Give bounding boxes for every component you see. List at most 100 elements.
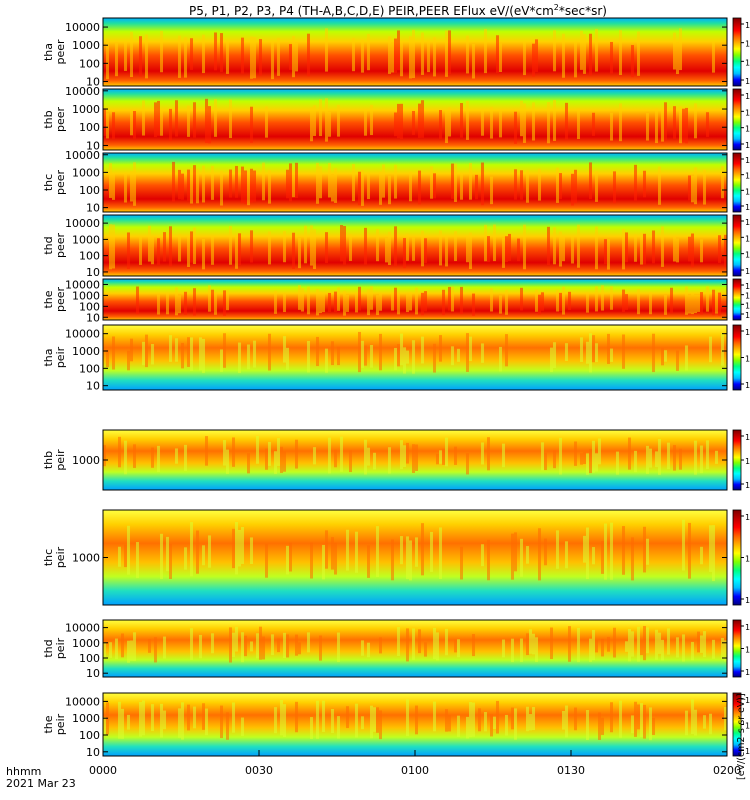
panel-label-probe: thc <box>42 549 55 566</box>
panel-frame <box>102 278 728 321</box>
panel-label-species: peir <box>54 546 67 568</box>
colorbar <box>732 152 742 213</box>
colorbar-tick-label: 102 <box>745 745 750 756</box>
panel-streaks <box>106 331 724 374</box>
colorbar-tick-label: 108 <box>745 216 750 227</box>
colorbar-unit-label: [eV/(cm2-s-sr-eV)] <box>736 693 747 780</box>
panel-label-probe: tha <box>42 348 55 366</box>
panel-label-species: peer <box>54 170 67 196</box>
time-axis: 0000 0030 0100 0130 0200 <box>89 750 741 777</box>
colorbar-tick-label: 104 <box>745 553 750 564</box>
colorbar <box>732 88 742 151</box>
panel-label-probe: thd <box>42 639 55 657</box>
colorbar-tick-label: 102 <box>745 139 750 150</box>
panel-streaks <box>109 161 724 206</box>
panel-frame <box>102 152 728 213</box>
colorbar <box>732 429 742 491</box>
colorbar-tick-label: 102 <box>745 666 750 677</box>
y-tick-label: 10000 <box>65 85 100 98</box>
panel-streaks <box>106 28 715 80</box>
y-tick-label: 100 <box>79 300 100 313</box>
colorbar-tick-label: 104 <box>745 299 750 310</box>
x-tick-label: 0130 <box>557 764 585 777</box>
y-tick-label: 10000 <box>65 278 100 291</box>
colorbar-tick-label: 106 <box>745 38 750 49</box>
y-tick-label: 1000 <box>72 345 100 358</box>
colorbar-tick-label: 108 <box>745 280 750 291</box>
panel-label-species: peer <box>54 39 67 65</box>
colorbar <box>732 17 742 87</box>
colorbar-tick-label: 106 <box>745 694 750 705</box>
y-tick-label: 10 <box>86 266 100 279</box>
y-tick-label: 100 <box>79 250 100 263</box>
colorbar-tick-label: 108 <box>745 90 750 101</box>
colorbar <box>732 324 742 391</box>
y-tick-label: 10 <box>86 311 100 324</box>
panel-frame <box>102 17 728 87</box>
panel-label-probe: the <box>42 715 55 733</box>
colorbar-tick-label: 106 <box>745 106 750 117</box>
y-tick-label: 1000 <box>72 166 100 179</box>
panel-label-species: peir <box>54 637 67 659</box>
panel-frame <box>102 214 728 277</box>
panel-label-probe: thb <box>42 110 55 128</box>
panel-label-species: peer <box>54 287 67 313</box>
x-tick-label: 0200 <box>713 764 741 777</box>
y-tick-label: 10 <box>86 380 100 393</box>
colorbar-tick-label: 102 <box>745 201 750 212</box>
panel-label-species: peir <box>54 449 67 471</box>
y-tick-label: 10000 <box>65 695 100 708</box>
panel-streaks <box>136 285 721 316</box>
colorbar-tick-label: 104 <box>745 644 750 655</box>
panel-frame <box>102 88 728 151</box>
y-tick-label: 10 <box>86 202 100 215</box>
y-tick-label: 1000 <box>72 454 100 467</box>
colorbar-tick-label: 106 <box>745 232 750 243</box>
colorbar-tick-label: 102 <box>745 594 750 605</box>
y-tick-label: 1000 <box>72 233 100 246</box>
panel-label-species: peer <box>54 107 67 133</box>
spectrogram-panels: 10000100010010thapeer1081061041021000010… <box>42 17 750 759</box>
x-tick-label: 0030 <box>245 764 273 777</box>
panel-label-probe: thb <box>42 451 55 469</box>
panel-background <box>103 153 727 212</box>
y-tick-label: 1000 <box>72 39 100 52</box>
panel-streaks <box>109 224 727 270</box>
panel-streaks <box>103 98 709 144</box>
colorbar-tick-label: 108 <box>745 154 750 165</box>
colorbar-tick-label: 104 <box>745 353 750 364</box>
panel-frame <box>102 619 728 678</box>
y-tick-label: 100 <box>79 121 100 134</box>
panel-streaks <box>103 436 718 475</box>
y-tick-label: 10000 <box>65 328 100 341</box>
panel-label-probe: the <box>42 290 55 308</box>
colorbar-tick-label: 102 <box>745 379 750 390</box>
y-tick-label: 1000 <box>72 103 100 116</box>
y-tick-label: 100 <box>79 729 100 742</box>
panel-label-species: peir <box>54 346 67 368</box>
y-tick-label: 10 <box>86 75 100 88</box>
panel-label-probe: thd <box>42 236 55 254</box>
colorbar-tick-label: 106 <box>745 170 750 181</box>
chart-title: P5, P1, P2, P3, P4 (TH-A,B,C,D,E) PEIR,P… <box>189 3 607 18</box>
colorbar-tick-label: 106 <box>745 290 750 301</box>
colorbar-tick-label: 102 <box>745 75 750 86</box>
colorbar <box>732 214 742 277</box>
y-tick-label: 10000 <box>65 622 100 635</box>
x-tick-label: 0000 <box>89 764 117 777</box>
y-tick-label: 100 <box>79 362 100 375</box>
y-tick-label: 1000 <box>72 637 100 650</box>
colorbar-tick-label: 104 <box>745 249 750 260</box>
colorbar-tick-label: 104 <box>745 455 750 466</box>
y-tick-label: 1000 <box>72 289 100 302</box>
colorbar-tick-label: 104 <box>745 56 750 67</box>
colorbar-tick-label: 102 <box>745 309 750 320</box>
y-tick-label: 100 <box>79 184 100 197</box>
x-tick-label: 0100 <box>401 764 429 777</box>
